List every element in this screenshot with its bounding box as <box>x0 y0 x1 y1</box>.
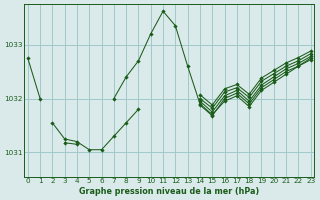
X-axis label: Graphe pression niveau de la mer (hPa): Graphe pression niveau de la mer (hPa) <box>79 187 259 196</box>
